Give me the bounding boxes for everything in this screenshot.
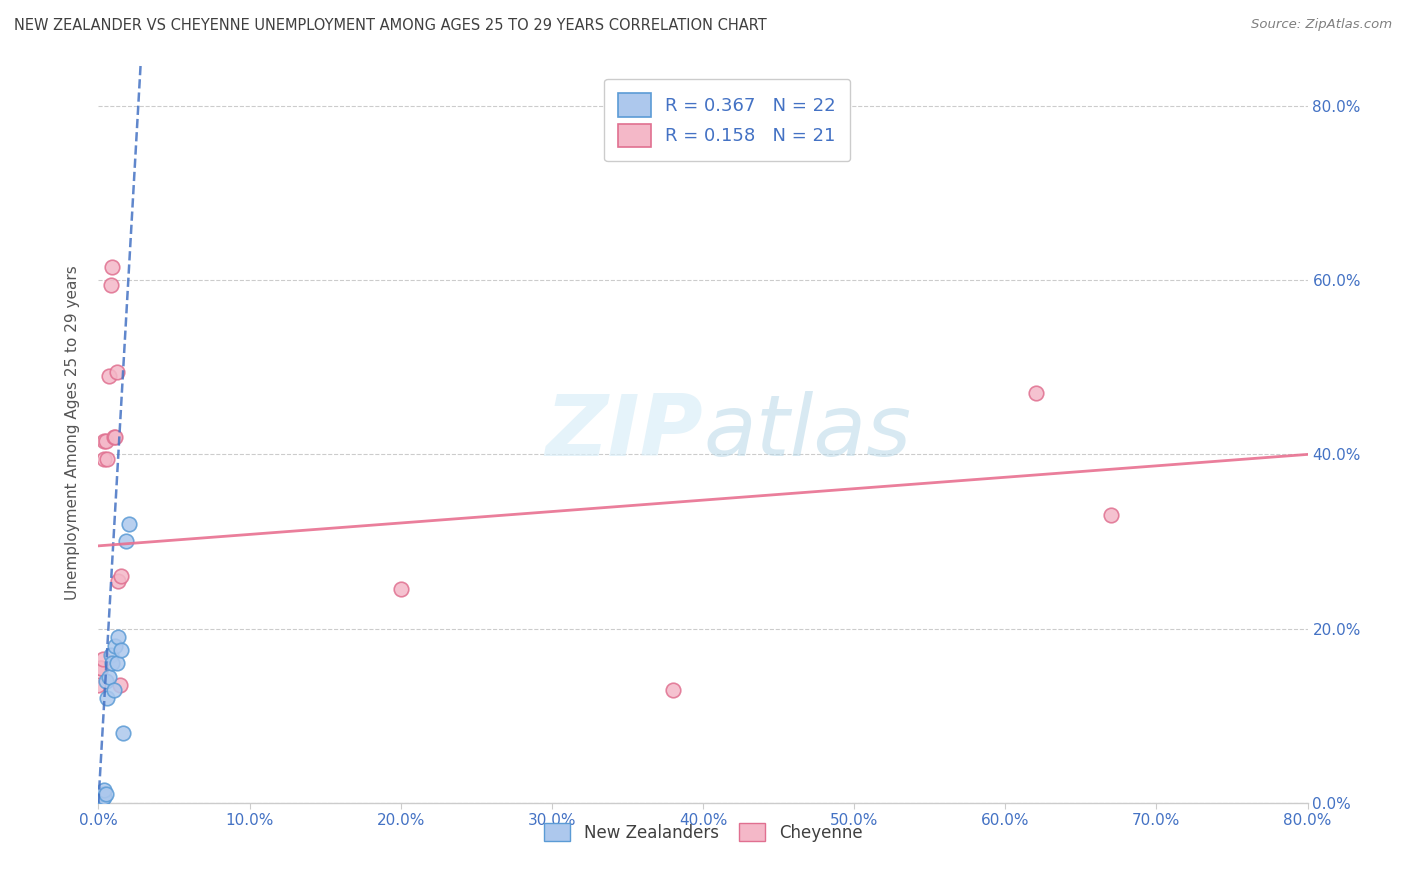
Point — [111, 726, 134, 740]
Point — [1099, 508, 1122, 523]
Y-axis label: Unemployment Among Ages 25 to 29 years: Unemployment Among Ages 25 to 29 years — [65, 265, 80, 600]
Point — [104, 430, 127, 444]
Point — [101, 657, 124, 671]
Point — [89, 792, 111, 806]
Point — [96, 691, 118, 706]
Point — [96, 451, 118, 466]
Point — [105, 657, 128, 671]
Point — [94, 787, 117, 801]
Point — [110, 569, 132, 583]
Point — [93, 782, 115, 797]
Point — [118, 517, 141, 532]
Point — [98, 369, 121, 384]
Point — [89, 661, 111, 675]
Text: Source: ZipAtlas.com: Source: ZipAtlas.com — [1251, 18, 1392, 31]
Point — [661, 682, 683, 697]
Point — [1024, 386, 1046, 401]
Point — [108, 678, 131, 692]
Point — [90, 790, 112, 805]
Point — [100, 648, 122, 662]
Point — [114, 534, 136, 549]
Text: NEW ZEALANDER VS CHEYENNE UNEMPLOYMENT AMONG AGES 25 TO 29 YEARS CORRELATION CHA: NEW ZEALANDER VS CHEYENNE UNEMPLOYMENT A… — [14, 18, 766, 33]
Point — [91, 787, 114, 801]
Text: atlas: atlas — [703, 391, 911, 475]
Point — [93, 434, 115, 449]
Point — [87, 791, 110, 805]
Point — [101, 260, 124, 274]
Point — [104, 639, 127, 653]
Point — [107, 574, 129, 588]
Point — [93, 451, 115, 466]
Point — [91, 652, 114, 666]
Legend: New Zealanders, Cheyenne: New Zealanders, Cheyenne — [536, 815, 870, 850]
Point — [90, 789, 112, 803]
Point — [90, 661, 112, 675]
Point — [94, 673, 117, 688]
Point — [105, 365, 128, 379]
Point — [93, 789, 115, 804]
Point — [87, 678, 110, 692]
Point — [98, 669, 121, 683]
Point — [107, 630, 129, 644]
Point — [91, 791, 114, 805]
Point — [389, 582, 412, 597]
Point — [103, 430, 125, 444]
Point — [110, 643, 132, 657]
Text: ZIP: ZIP — [546, 391, 703, 475]
Point — [94, 434, 117, 449]
Point — [100, 277, 122, 292]
Point — [103, 682, 125, 697]
